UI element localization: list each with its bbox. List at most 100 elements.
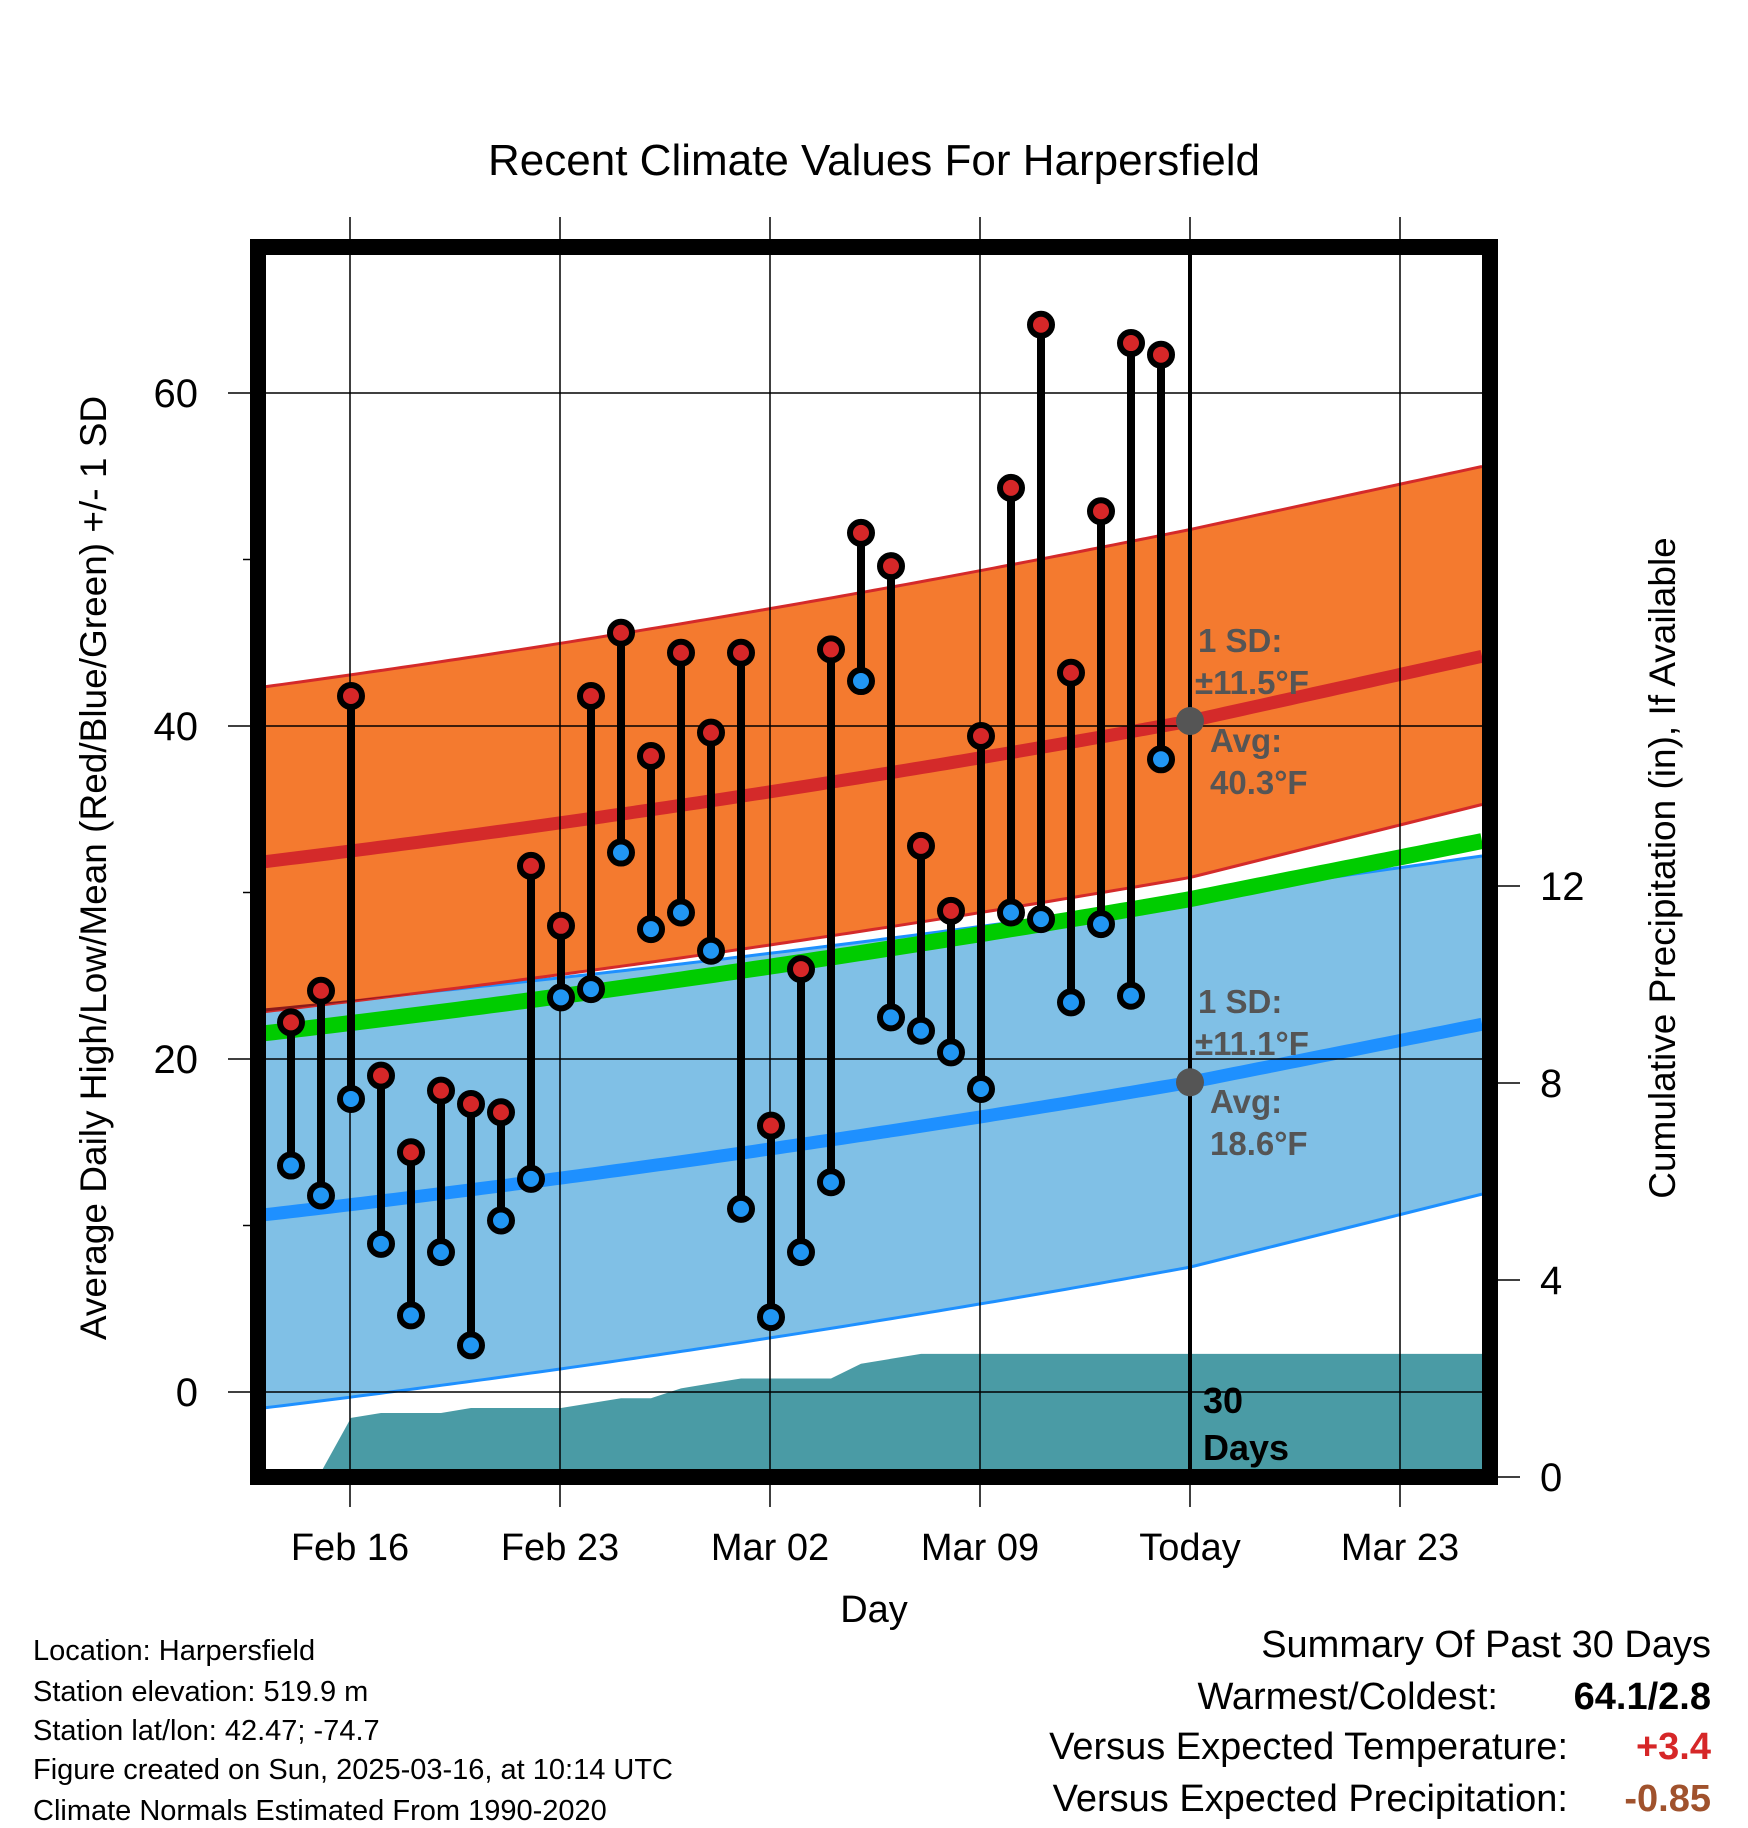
precip-area [258, 1353, 1483, 1477]
y2-tick-label: 8 [1540, 1062, 1562, 1106]
low-point [547, 983, 575, 1012]
low-point [937, 1038, 965, 1067]
latlon-text: Station lat/lon: 42.47; -74.7 [33, 1715, 380, 1747]
high-point [637, 741, 665, 770]
high-point [487, 1098, 515, 1127]
high-point [397, 1138, 425, 1167]
high-point [607, 618, 635, 647]
y2-tick-label: 4 [1540, 1259, 1562, 1303]
high-point [577, 682, 605, 711]
low-point [607, 838, 635, 867]
high-sd-band-lower-edge [258, 803, 1483, 1014]
high-point [787, 955, 815, 984]
summary-title: Summary Of Past 30 Days [1261, 1624, 1711, 1666]
low-point [277, 1151, 305, 1180]
low-sd-label: 1 SD: [1198, 983, 1282, 1020]
mean-normal-line [258, 833, 1484, 1042]
high-sd-label: 1 SD: [1198, 622, 1282, 659]
low-point [457, 1331, 485, 1360]
low-point [367, 1229, 395, 1258]
low-sd-value: ±11.1°F [1195, 1025, 1309, 1062]
low-normal-line [258, 1017, 1484, 1222]
low-point [1117, 981, 1145, 1010]
low-sd-band-lower-edge [258, 1192, 1483, 1411]
high-point [307, 976, 335, 1005]
low-point [1147, 745, 1175, 774]
location-text: Location: Harpersfield [33, 1635, 316, 1667]
high-point [547, 911, 575, 940]
high-point [277, 1008, 305, 1037]
x-tick-label: Today [1139, 1527, 1240, 1569]
low-avg-marker [1176, 1068, 1204, 1097]
high-point [1027, 310, 1055, 339]
high-point [937, 896, 965, 925]
created-text: Figure created on Sun, 2025-03-16, at 10… [33, 1754, 673, 1786]
high-normal-line [258, 649, 1484, 869]
high-point [457, 1089, 485, 1118]
days-count-label: 30 [1203, 1380, 1243, 1421]
plot-area [258, 247, 1490, 1477]
high-point [877, 552, 905, 581]
high-point [697, 718, 725, 747]
y-tick-label: 0 [176, 1371, 198, 1415]
high-point [667, 638, 695, 667]
band-overlap [258, 993, 410, 1013]
high-point [427, 1076, 455, 1105]
elevation-text: Station elevation: 519.9 m [33, 1676, 369, 1708]
high-point [517, 851, 545, 880]
temp-label: Versus Expected Temperature: [1049, 1726, 1568, 1768]
precip-label: Versus Expected Precipitation: [1052, 1778, 1568, 1820]
y-tick-label: 40 [154, 705, 199, 749]
high-point [1057, 658, 1085, 687]
x-tick-label: Mar 02 [711, 1527, 829, 1569]
normals-text: Climate Normals Estimated From 1990-2020 [33, 1795, 607, 1827]
chart-title: Recent Climate Values For Harpersfield [488, 136, 1260, 185]
low-point [1087, 910, 1115, 939]
x-tick-label: Feb 16 [291, 1527, 409, 1569]
high-avg-label: Avg: [1210, 722, 1282, 759]
x-tick-label: Mar 23 [1341, 1527, 1459, 1569]
precip-value: -0.85 [1624, 1778, 1711, 1820]
high-sd-band-upper-edge [258, 465, 1483, 690]
low-avg-value: 18.6°F [1210, 1125, 1308, 1162]
y-tick-label: 60 [154, 372, 199, 416]
low-point [697, 936, 725, 965]
high-sd-band [258, 466, 1482, 1013]
low-point [967, 1074, 995, 1103]
low-point [847, 667, 875, 696]
high-avg-value: 40.3°F [1210, 764, 1308, 801]
high-point [757, 1111, 785, 1140]
y-axis-label: Average Daily High/Low/Mean (Red/Blue/Gr… [73, 396, 114, 1340]
high-point [337, 682, 365, 711]
temp-value: +3.4 [1635, 1726, 1711, 1768]
high-point [817, 635, 845, 664]
low-point [757, 1303, 785, 1332]
x-tick-label: Mar 09 [921, 1527, 1039, 1569]
high-point [727, 638, 755, 667]
low-point [577, 975, 605, 1004]
x-axis-label: Day [840, 1589, 908, 1631]
low-point [337, 1084, 365, 1113]
y2-axis-label: Cumulative Precipitation (in), If Availa… [1642, 537, 1683, 1199]
low-point [787, 1238, 815, 1267]
y2-tick-label: 0 [1540, 1456, 1562, 1500]
y2-tick-label: 12 [1540, 865, 1585, 909]
high-point [847, 518, 875, 547]
high-point [907, 831, 935, 860]
warmest-label: Warmest/Coldest: [1197, 1676, 1498, 1718]
high-point [967, 721, 995, 750]
high-point [997, 473, 1025, 502]
low-avg-label: Avg: [1210, 1083, 1282, 1120]
high-avg-marker [1176, 707, 1204, 736]
low-point [1027, 905, 1055, 934]
high-point [367, 1061, 395, 1090]
low-point [427, 1238, 455, 1267]
warmest-value: 64.1/2.8 [1573, 1676, 1711, 1718]
low-point [997, 898, 1025, 927]
high-point [1087, 497, 1115, 526]
low-point [637, 915, 665, 944]
low-point [817, 1168, 845, 1197]
low-point [487, 1206, 515, 1235]
low-point [1057, 988, 1085, 1017]
